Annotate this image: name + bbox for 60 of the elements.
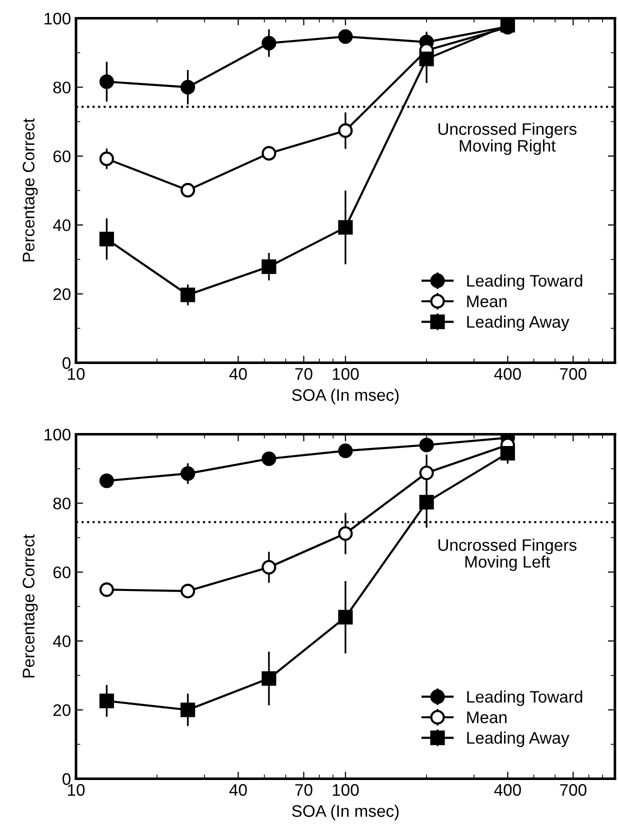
- point: [338, 29, 353, 44]
- x-tick-label: 400: [494, 784, 521, 796]
- y-tick-label: 100: [44, 428, 71, 441]
- legend-label: Mean: [467, 296, 506, 308]
- y-tick-label: 0: [62, 773, 70, 785]
- legend-label: Leading Away: [467, 316, 570, 332]
- point: [99, 152, 114, 166]
- x-tick-label: 40: [229, 784, 247, 796]
- x-axis-title: SOA (In msec): [292, 388, 399, 404]
- point: [99, 582, 114, 597]
- point: [338, 610, 353, 624]
- y-axis-title: Percentage Correct: [22, 534, 38, 678]
- x-tick-label: 10: [68, 368, 85, 380]
- point: [419, 52, 434, 66]
- point: [338, 220, 353, 235]
- point: [99, 74, 114, 89]
- x-tick-label: 700: [560, 368, 586, 380]
- x-tick-label: 40: [229, 368, 247, 380]
- point: [180, 80, 196, 94]
- y-tick-label: 100: [44, 12, 71, 25]
- y-tick-label: 60: [53, 566, 71, 578]
- x-tick-label: 100: [332, 368, 359, 380]
- y-tick-label: 40: [53, 219, 71, 232]
- point: [500, 18, 515, 32]
- y-tick-label: 80: [53, 498, 71, 510]
- y-tick-label: 20: [53, 704, 71, 716]
- legend-label: Leading Toward: [467, 274, 582, 290]
- point: [338, 444, 353, 458]
- point: [338, 123, 353, 138]
- point: [99, 474, 114, 488]
- point: [500, 446, 515, 461]
- legend-label: Leading Away: [467, 732, 570, 748]
- annotation: Uncrossed Fingers Moving Right: [438, 122, 576, 155]
- x-axis-title: SOA (In msec): [292, 804, 399, 820]
- x-tick-label: 70: [295, 784, 312, 796]
- y-tick-label: 0: [62, 357, 70, 369]
- y-tick-label: 80: [53, 82, 71, 94]
- x-tick-label: 700: [560, 784, 586, 796]
- x-tick-label: 400: [494, 368, 521, 380]
- x-tick-label: 100: [332, 784, 359, 796]
- point: [180, 584, 196, 598]
- legend-label: Mean: [467, 712, 506, 724]
- point: [419, 438, 434, 452]
- point: [180, 702, 196, 718]
- y-axis-title: Percentage Correct: [22, 118, 38, 262]
- point: [99, 694, 114, 708]
- annotation: Uncrossed Fingers Moving Left: [438, 538, 576, 571]
- point: [419, 494, 434, 510]
- y-tick-label: 60: [53, 150, 71, 162]
- point: [180, 288, 196, 302]
- point: [338, 526, 353, 541]
- point: [180, 182, 196, 198]
- point: [99, 232, 114, 246]
- point: [180, 466, 196, 481]
- legend-label: Leading Toward: [467, 690, 582, 706]
- x-tick-label: 70: [295, 368, 312, 380]
- x-tick-label: 10: [68, 784, 85, 796]
- y-tick-label: 40: [53, 635, 71, 648]
- y-tick-label: 20: [53, 288, 71, 300]
- point: [419, 466, 434, 480]
